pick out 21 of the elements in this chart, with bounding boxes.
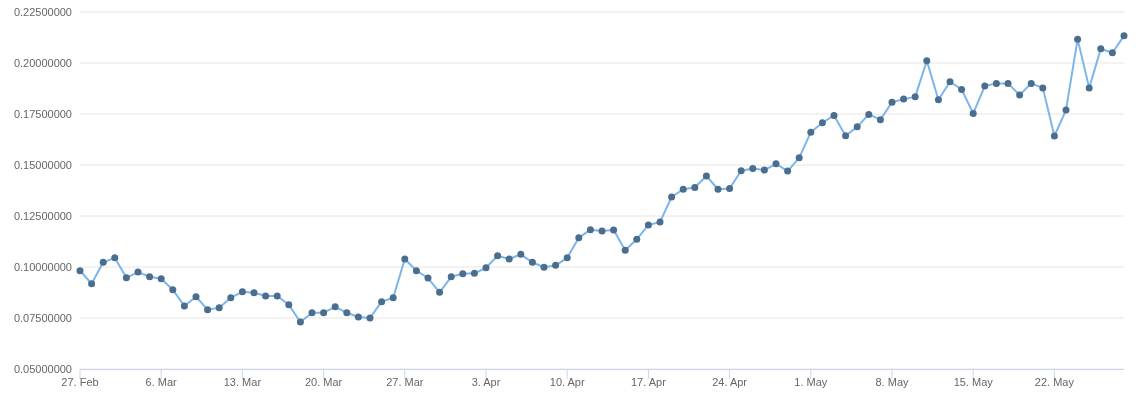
x-tick-label: 22. May	[1034, 376, 1075, 388]
x-tick-label: 27. Mar	[386, 376, 424, 388]
x-tick-label: 6. Mar	[145, 376, 178, 388]
x-tick-label: 10. Apr	[549, 376, 585, 388]
x-tick-label: 8. May	[875, 376, 909, 388]
y-tick-label: 0.12500000	[13, 210, 72, 222]
y-tick-label: 0.20000000	[13, 57, 72, 69]
y-tick-label: 0.10000000	[13, 261, 72, 273]
x-tick-label: 17. Apr	[630, 376, 667, 388]
x-tick-label: 13. Mar	[223, 376, 262, 388]
y-tick-label: 0.17500000	[13, 108, 72, 120]
y-tick-label: 0.22500000	[13, 6, 72, 18]
x-tick-label: 27. Feb	[61, 376, 99, 388]
y-tick-label: 0.05000000	[13, 363, 72, 375]
x-tick-label: 1. May	[794, 376, 828, 388]
x-tick-label: 20. Mar	[304, 376, 343, 388]
y-tick-label: 0.15000000	[13, 159, 72, 171]
y-tick-label: 0.07500000	[13, 312, 72, 324]
x-tick-label: 15. May	[953, 376, 994, 388]
x-tick-label: 24. Apr	[712, 376, 748, 388]
x-tick-label: 3. Apr	[471, 376, 501, 388]
